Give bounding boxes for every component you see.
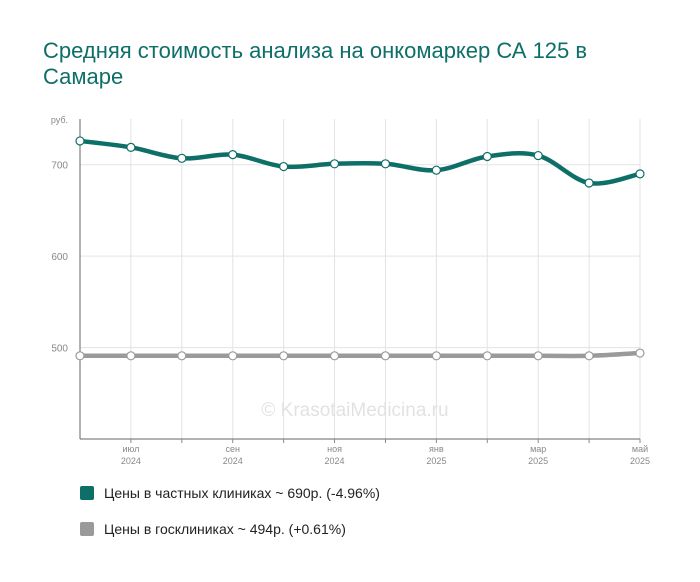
x-tick-label-year: 2025 <box>426 456 446 466</box>
legend-item-public[interactable]: Цены в госклиниках ~ 494р. (+0.61%) <box>80 520 380 538</box>
data-point-series-1 <box>329 351 340 361</box>
data-point-series-1 <box>584 351 594 361</box>
x-tick-label-year: 2025 <box>528 456 548 466</box>
data-point-series-0 <box>75 136 85 146</box>
legend-label-public: Цены в госклиниках ~ 494р. (+0.61%) <box>104 521 346 537</box>
data-point-series-0 <box>584 178 594 188</box>
x-tick-label-month: мар <box>530 444 546 454</box>
data-point-series-0 <box>279 161 289 172</box>
x-tick-label-month: янв <box>429 444 444 454</box>
legend-swatch-public <box>80 522 94 536</box>
legend-item-private[interactable]: Цены в частных клиниках ~ 690р. (-4.96%) <box>80 484 380 502</box>
data-point-series-0 <box>228 150 238 160</box>
data-point-series-1 <box>177 351 187 361</box>
watermark-text: © KrasotaiMedicina.ru <box>261 400 448 421</box>
y-axis-unit-label: руб. <box>51 115 68 125</box>
x-tick-label-year: 2024 <box>121 456 141 466</box>
x-tick-label-month: сен <box>225 444 240 454</box>
x-tick-label-month: ноя <box>327 444 342 454</box>
data-point-series-0 <box>635 169 645 179</box>
y-tick-label: 600 <box>51 252 68 263</box>
data-point-series-1 <box>279 351 289 361</box>
chart-title: Средняя стоимость анализа на онкомаркер … <box>43 38 588 89</box>
data-point-series-0 <box>177 153 187 163</box>
data-point-series-1 <box>482 351 492 361</box>
data-point-series-1 <box>126 351 136 361</box>
x-tick-label-year: 2024 <box>325 456 345 466</box>
x-tick-label-month: июл <box>122 444 139 454</box>
data-point-series-1 <box>228 351 238 361</box>
series-line-1 <box>77 350 643 359</box>
data-point-series-1 <box>380 351 391 361</box>
data-point-series-1 <box>431 351 441 361</box>
y-tick-label: 700 <box>51 161 68 172</box>
x-tick-label-year: 2024 <box>223 456 243 466</box>
legend-label-private: Цены в частных клиниках ~ 690р. (-4.96%) <box>104 485 380 501</box>
data-point-series-0 <box>380 159 391 169</box>
legend-swatch-private <box>80 486 94 500</box>
data-point-series-1 <box>75 351 85 361</box>
data-point-series-0 <box>533 150 543 161</box>
x-tick-label-year: 2025 <box>630 456 650 466</box>
line-chart: 500 600 700 руб. июл 2024 сен 2024 ноя 2024 янв 202… <box>51 115 650 466</box>
data-point-series-0 <box>431 165 441 175</box>
data-point-series-0 <box>482 151 492 162</box>
data-point-series-0 <box>329 159 340 169</box>
legend: Цены в частных клиниках ~ 690р. (-4.96%)… <box>80 484 380 556</box>
data-point-series-1 <box>533 351 543 361</box>
data-point-series-1 <box>635 348 645 358</box>
x-tick-label-month: май <box>632 444 648 454</box>
series-line-0 <box>77 138 643 186</box>
y-tick-label: 500 <box>51 344 68 355</box>
data-point-series-0 <box>126 142 136 152</box>
